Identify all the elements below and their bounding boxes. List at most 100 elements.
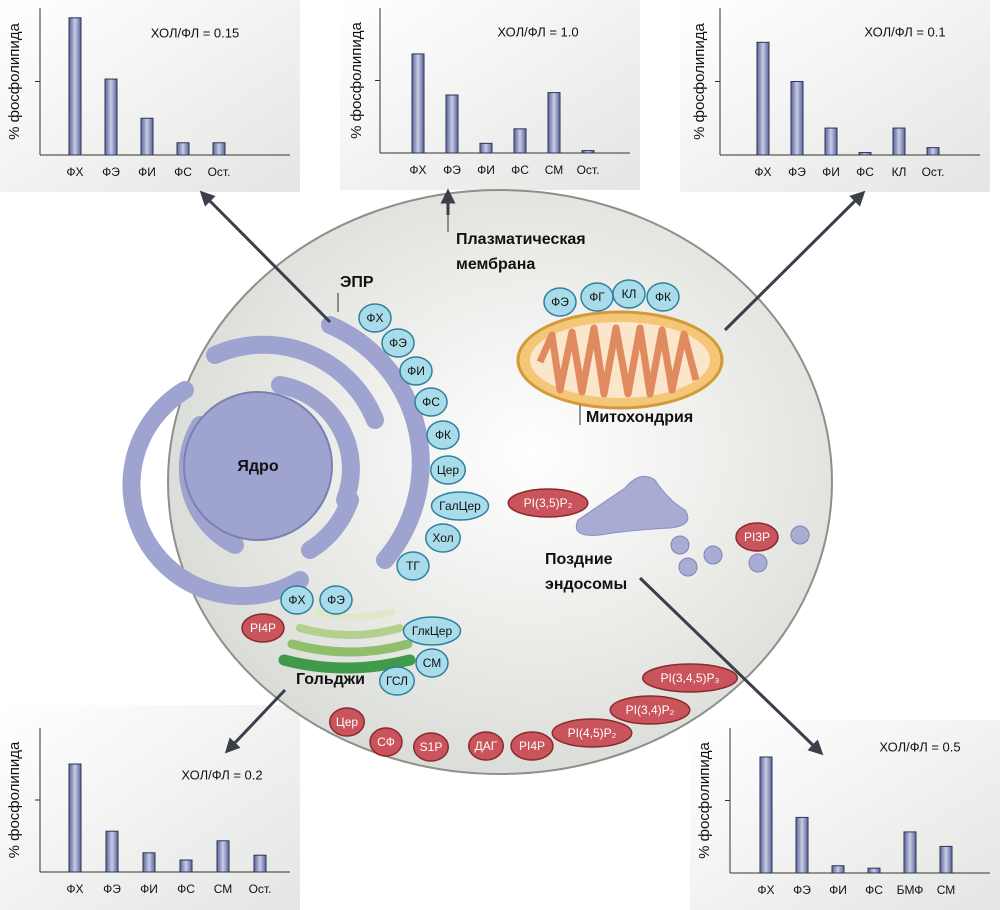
arrows <box>199 188 866 756</box>
x-tick-label: ФЭ <box>103 882 121 896</box>
signaling-lipid <box>413 732 449 762</box>
bar <box>759 756 773 874</box>
signaling-lipid <box>468 731 504 761</box>
x-tick-label: СМ <box>937 883 956 897</box>
pm-label: мембрана <box>456 256 535 273</box>
lipid <box>399 356 433 386</box>
x-tick-label: ФХ <box>66 165 83 179</box>
x-tick-label: ФС <box>174 165 192 179</box>
lipid-label: Цер <box>437 463 460 477</box>
x-tick-label: ФИ <box>140 882 158 896</box>
signaling-lipid-label: PI4P <box>250 621 276 635</box>
x-tick-label: ФХ <box>66 882 83 896</box>
bar <box>513 128 527 154</box>
bar <box>445 94 459 154</box>
x-tick-label: КЛ <box>892 165 907 179</box>
signaling-lipid <box>642 663 738 693</box>
signaling-lipid <box>369 727 403 757</box>
bar <box>253 854 267 873</box>
lipid-label: ФИ <box>407 364 425 378</box>
signaling-lipid <box>551 718 633 748</box>
lipid <box>415 648 449 678</box>
lipid <box>280 585 314 615</box>
signaling-lipid-label: S1P <box>420 740 443 754</box>
cell <box>122 189 833 775</box>
x-tick-label: ФЭ <box>788 165 806 179</box>
bar <box>547 92 561 154</box>
nucleus-label: Ядро <box>237 458 278 475</box>
x-tick-label: БМФ <box>897 883 924 897</box>
x-tick-label: Ост. <box>922 165 945 179</box>
lipid <box>402 616 462 646</box>
signaling-lipid-label: Цер <box>336 715 359 729</box>
bar <box>939 845 953 874</box>
signaling-lipid-label: PI(4,5)P₂ <box>568 726 617 740</box>
x-tick-label: ФХ <box>757 883 774 897</box>
annotation: ХОЛ/ФЛ = 0.1 <box>864 24 945 39</box>
lipid-label: ФЭ <box>389 336 407 350</box>
x-tick-label: ФЭ <box>102 165 120 179</box>
lipid <box>358 303 392 333</box>
endosome-label: эндосомы <box>545 576 627 593</box>
lipid <box>612 279 646 309</box>
bar <box>790 81 804 156</box>
x-tick-label: ФС <box>865 883 883 897</box>
signaling-lipid-label: СФ <box>377 735 395 749</box>
signaling-lipid <box>510 731 554 761</box>
bar <box>179 859 193 873</box>
annotation: ХОЛ/ФЛ = 0.5 <box>879 739 960 754</box>
lipid-label: ФК <box>435 428 451 442</box>
bar <box>104 78 118 156</box>
bar <box>756 41 770 156</box>
bar <box>105 830 119 873</box>
x-tick-label: Ост. <box>249 882 272 896</box>
signaling-lipid <box>507 488 589 518</box>
signaling-lipid-label: PI(3,5)P₂ <box>524 496 573 510</box>
x-tick-label: ФИ <box>822 165 840 179</box>
signaling-lipid-label: PI4P <box>519 739 545 753</box>
x-tick-label: ФХ <box>409 163 426 177</box>
x-tick-label: ФХ <box>754 165 771 179</box>
lipid <box>430 455 466 485</box>
bar <box>140 117 154 156</box>
lipid-label: КЛ <box>622 287 637 301</box>
x-tick-label: ФЭ <box>443 163 461 177</box>
bar <box>581 150 595 154</box>
lipid-label: ТГ <box>406 559 420 573</box>
bar <box>892 127 906 156</box>
lipid-label: ФГ <box>589 290 605 304</box>
lipid-label: ГлкЦер <box>412 624 453 638</box>
x-tick-label: ФИ <box>829 883 847 897</box>
annotation: ХОЛ/ФЛ = 1.0 <box>497 24 578 39</box>
bar <box>212 142 226 156</box>
bar <box>176 142 190 156</box>
bar <box>216 840 230 873</box>
bar <box>903 831 917 874</box>
lipid <box>396 551 430 581</box>
bar <box>68 763 82 873</box>
golgi-label: Гольджи <box>296 671 365 688</box>
y-axis-label: % фосфолипида <box>6 22 23 139</box>
lipid-label: ГСЛ <box>386 674 408 688</box>
y-axis-label: % фосфолипида <box>691 22 708 139</box>
lipid <box>319 585 353 615</box>
lipid <box>430 491 490 521</box>
annotation: ХОЛ/ФЛ = 0.2 <box>181 767 262 782</box>
lipid-label: СМ <box>423 656 442 670</box>
signaling-lipid-label: ДАГ <box>475 739 498 753</box>
bar <box>831 865 845 874</box>
x-tick-label: ФС <box>177 882 195 896</box>
signaling-lipid <box>735 522 779 552</box>
y-axis-label: % фосфолипида <box>696 741 713 858</box>
lipid-label: ФХ <box>366 311 383 325</box>
lipid <box>425 523 461 553</box>
x-tick-label: ФИ <box>477 163 495 177</box>
x-tick-label: ФС <box>511 163 529 177</box>
x-tick-label: ФИ <box>138 165 156 179</box>
x-tick-label: ФС <box>856 165 874 179</box>
signaling-lipid-label: PI3P <box>744 530 770 544</box>
lipid-label: ФЭ <box>551 295 569 309</box>
bar <box>479 142 493 154</box>
